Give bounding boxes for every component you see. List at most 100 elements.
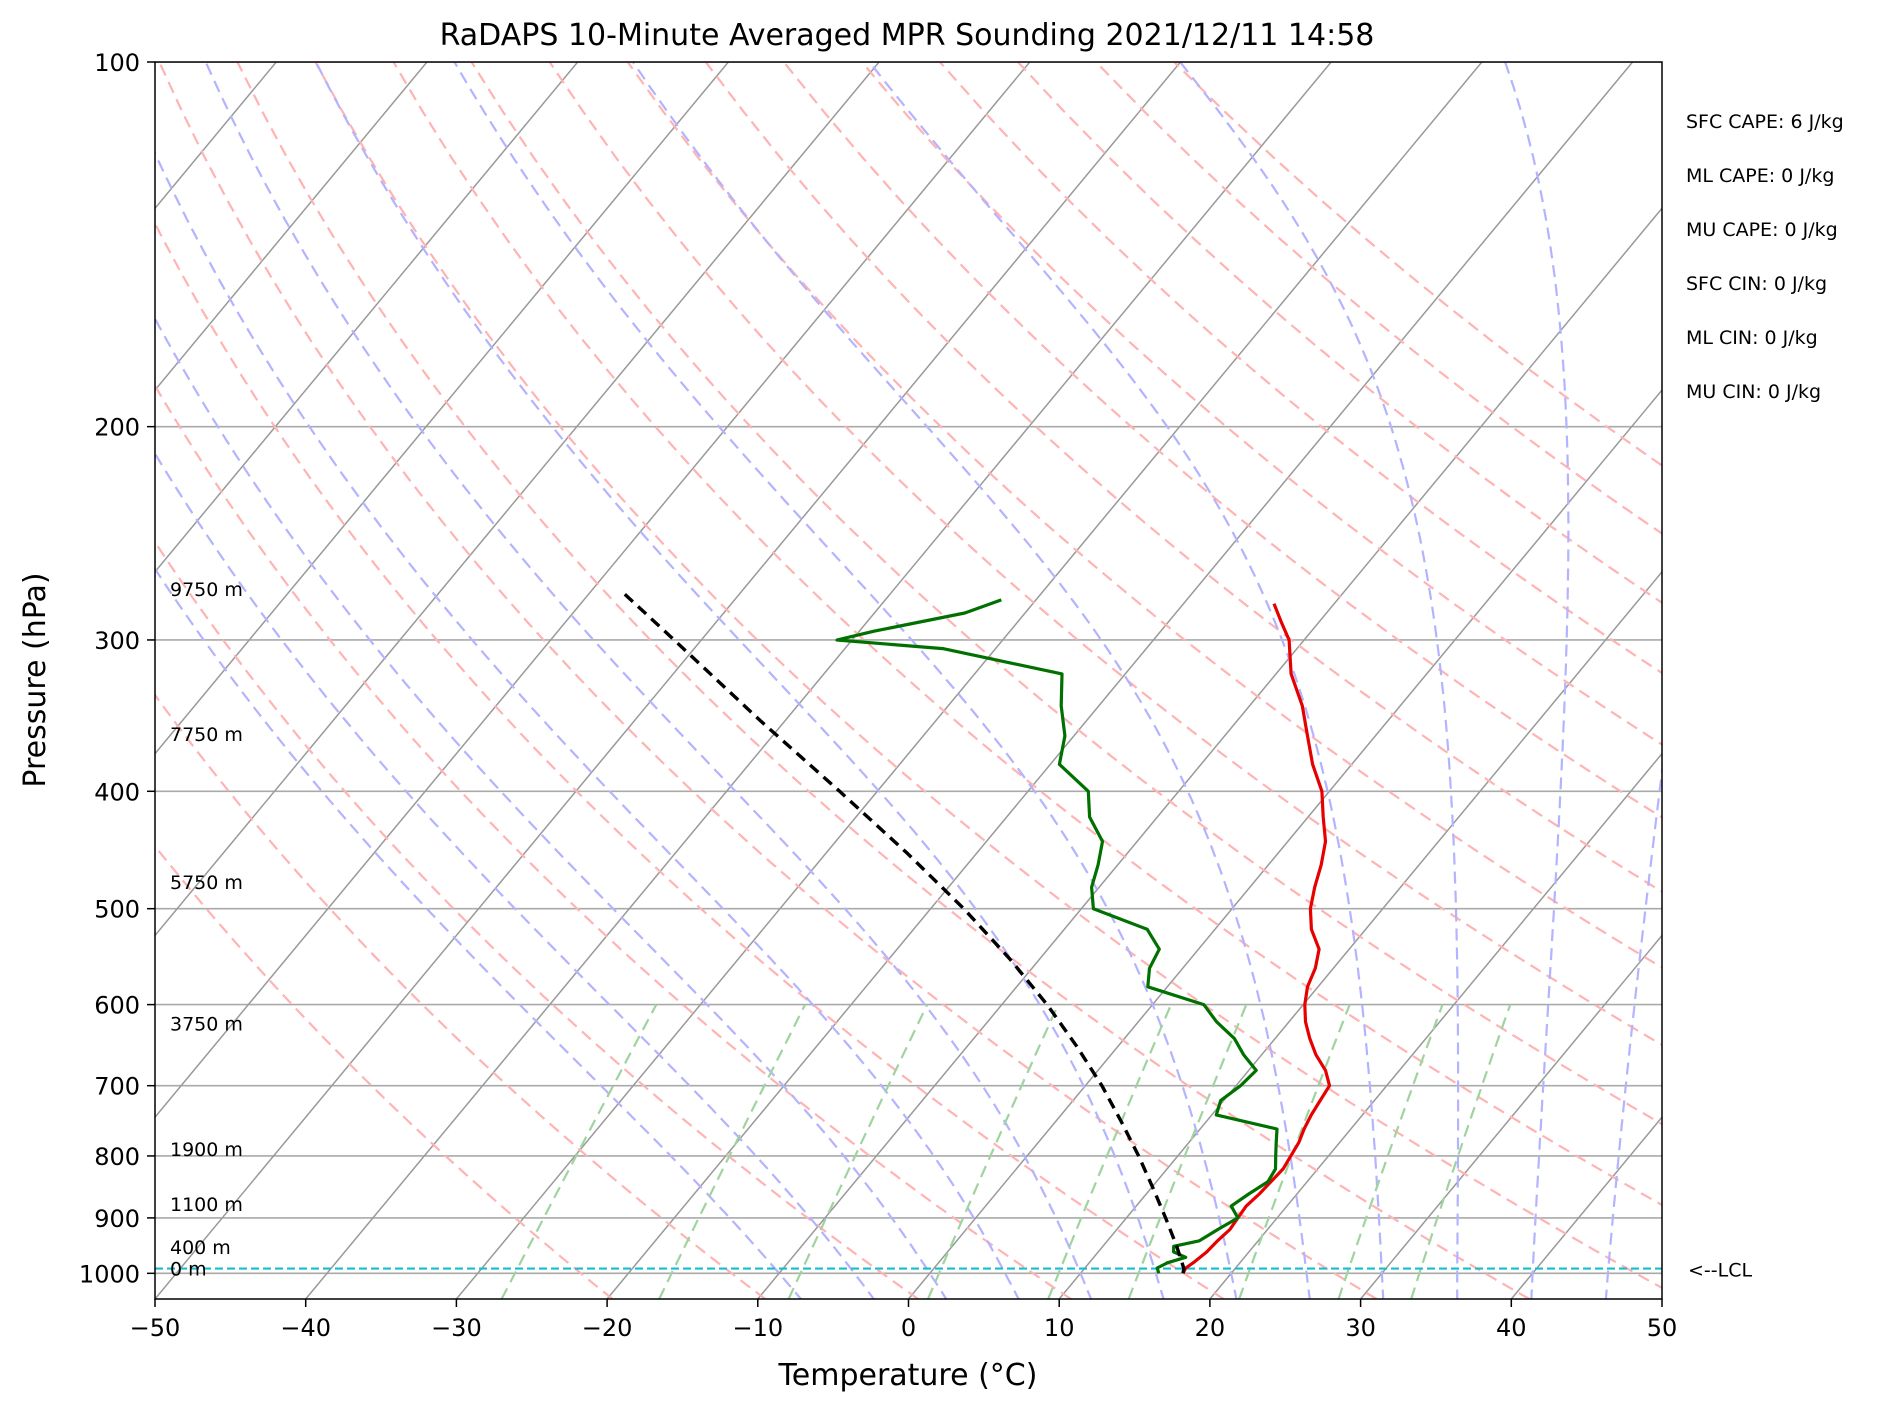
isotherm-line [1360,934,1662,1299]
dry-adiabat-line [236,62,1530,1299]
y-tick-label: 600 [94,992,140,1020]
isotherm-line [155,62,1031,1119]
dry-adiabat-line [158,62,1378,1299]
dry-adiabat-line [1017,62,1662,605]
x-tick-label: −20 [582,1314,633,1342]
isotherm-line [155,62,1182,1299]
x-tick-label: 10 [1044,1314,1075,1342]
moist-adiabat-line [453,62,1238,1299]
height-label: 7750 m [170,724,243,746]
isotherm-line [305,62,1332,1299]
x-tick-label: 0 [901,1314,916,1342]
axes: −50 −40 −30 −20 −10 0 10 20 30 40 50 100 200 300 400 50… [79,49,1753,1342]
height-label: 400 m [170,1237,231,1259]
stability-index-text: SFC CIN: 0 J/kg [1686,273,1827,295]
isotherm-line [1209,752,1662,1299]
mixing-ratio-line [1047,1004,1173,1299]
x-tick-label: −10 [732,1314,783,1342]
y-tick-label: 1000 [79,1260,140,1288]
height-label: 1900 m [170,1139,243,1161]
isotherm-line [155,62,729,755]
lcl-label: <--LCL [1688,1260,1752,1282]
dewpoint-series-line [835,598,1279,1274]
chart-title: RaDAPS 10-Minute Averaged MPR Sounding 2… [440,18,1375,53]
isotherm-line [1661,1297,1662,1299]
x-tick-label: 30 [1345,1314,1376,1342]
dry-adiabat-line [155,693,766,1299]
isotherm-line [155,62,579,574]
isotherm-line [455,62,1483,1299]
moist-adiabat-line [1604,762,1662,1299]
height-label: 1100 m [170,1194,243,1216]
mixing-ratio-line [500,1004,658,1299]
y-tick-label: 900 [94,1205,140,1233]
height-label: 9750 m [170,579,243,601]
dry-adiabat-line [939,62,1662,675]
stability-index-text: MU CAPE: 0 J/kg [1686,219,1838,241]
stability-index-text: ML CIN: 0 J/kg [1686,327,1818,349]
y-tick-label: 800 [94,1143,140,1171]
isotherm-line [1058,570,1662,1299]
dry-adiabat-line [155,540,919,1299]
mixing-ratio-line [658,1004,807,1299]
dry-adiabat-line [314,62,1662,1290]
height-label: 5750 m [170,872,243,894]
moist-adiabat-line [155,316,948,1299]
moist-adiabat-line [632,62,1311,1299]
moist-adiabat-line [1504,62,1570,1299]
mixing-ratio-line [787,1004,929,1299]
stability-index-text: ML CAPE: 0 J/kg [1686,165,1834,187]
y-tick-label: 500 [94,896,140,924]
dry-adiabat-line [155,844,614,1299]
y-tick-label: 300 [94,627,140,655]
moist-adiabat-line [155,566,803,1299]
isotherm-line [606,62,1634,1299]
stability-index-text: SFC CAPE: 6 J/kg [1686,111,1844,133]
height-label: 3750 m [170,1014,243,1036]
isotherm-line [155,62,880,937]
dry-adiabat-line [548,62,1662,1047]
x-tick-label: 50 [1647,1314,1678,1342]
isotherm-line [155,62,428,392]
isotherm-line [757,207,1662,1299]
x-tick-label: −50 [130,1314,181,1342]
stability-index-text: MU CIN: 0 J/kg [1686,381,1821,403]
moist-adiabat-line [204,62,1093,1299]
x-tick-label: 20 [1195,1314,1226,1342]
dry-adiabat-line [1173,62,1662,467]
x-axis-label: Temperature (°C) [778,1358,1038,1393]
plot-area [155,62,1662,1299]
moist-adiabat-line [155,451,876,1299]
mixing-ratio-line [1410,1004,1512,1299]
dry-adiabat-line [782,62,1662,819]
x-tick-label: −40 [280,1314,331,1342]
x-tick-label: 40 [1496,1314,1527,1342]
dry-adiabat-line [155,221,1225,1299]
dry-adiabat-line [626,62,1662,969]
moist-adiabat-line [155,150,1020,1299]
y-tick-label: 700 [94,1073,140,1101]
mixing-ratio-line [1337,1004,1444,1299]
isotherm-line [907,388,1662,1299]
y-axis-label: Pressure (hPa) [18,572,53,787]
moist-adiabat-line [868,62,1385,1299]
y-tick-label: 200 [94,414,140,442]
isotherm-line [1510,1116,1662,1299]
moist-adiabat-line [1179,62,1460,1299]
mixing-ratio-line [1127,1004,1248,1299]
dry-adiabat-line [155,383,1072,1299]
dry-adiabat-line [470,62,1662,1126]
temperature-series-line [1181,603,1332,1275]
x-tick-label: −30 [431,1314,482,1342]
parcel-series-line [623,592,1186,1274]
mixing-ratio-line [926,1004,1060,1299]
moist-adiabat-line [314,62,1165,1299]
y-tick-label: 100 [94,49,140,77]
y-tick-label: 400 [94,778,140,806]
dry-adiabat-line [860,62,1662,746]
plot-frame [154,61,1663,1300]
stability-indices: SFC CAPE: 6 J/kg ML CAPE: 0 J/kg MU CAPE: … [1686,111,1844,403]
mixing-ratio-line [1238,1004,1351,1299]
height-label: 0 m [170,1258,207,1280]
